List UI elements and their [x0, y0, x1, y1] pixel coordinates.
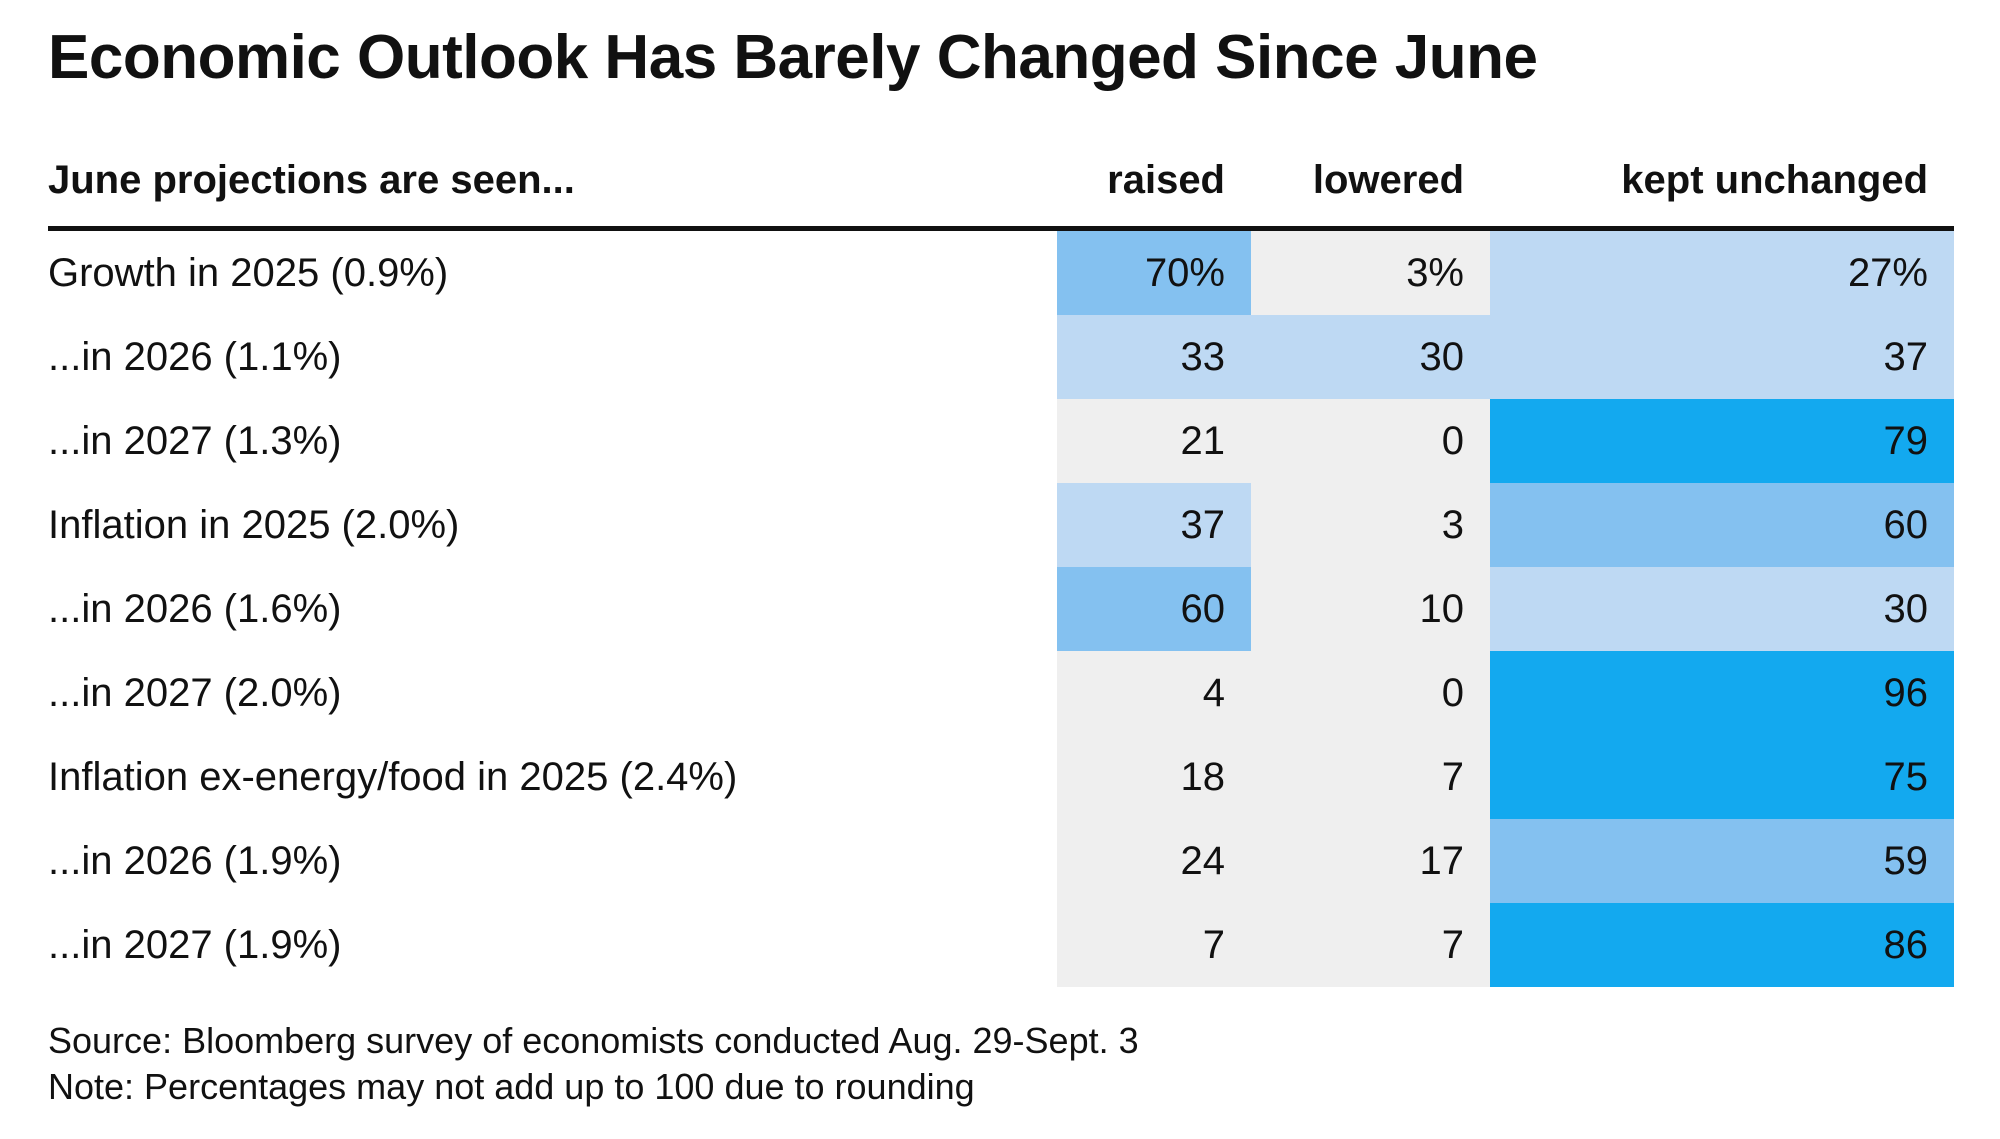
cell-kept-unchanged: 37 [1490, 315, 1954, 399]
row-label: ...in 2026 (1.9%) [48, 839, 342, 883]
cell-lowered: 7 [1251, 735, 1490, 819]
cell-raised: 24 [1057, 819, 1251, 903]
column-header-lowered: lowered [1312, 158, 1464, 202]
cell-kept-unchanged: 59 [1490, 819, 1954, 903]
cell-lowered: 0 [1251, 399, 1490, 483]
header-rule [48, 226, 1954, 231]
row-label: ...in 2026 (1.6%) [48, 587, 342, 631]
cell-raised: 4 [1057, 651, 1251, 735]
row-label: Inflation in 2025 (2.0%) [48, 503, 460, 547]
row-label: ...in 2027 (1.9%) [48, 923, 342, 967]
row-label: Inflation ex-energy/food in 2025 (2.4%) [48, 755, 738, 799]
cell-raised: 37 [1057, 483, 1251, 567]
cell-kept-unchanged: 75 [1490, 735, 1954, 819]
cell-raised: 60 [1057, 567, 1251, 651]
cell-kept-unchanged: 96 [1490, 651, 1954, 735]
cell-raised: 33 [1057, 315, 1251, 399]
row-label: Growth in 2025 (0.9%) [48, 251, 449, 295]
cell-kept-unchanged: 27% [1490, 231, 1954, 315]
cell-raised: 18 [1057, 735, 1251, 819]
cell-lowered: 10 [1251, 567, 1490, 651]
cell-lowered: 0 [1251, 651, 1490, 735]
cell-lowered: 17 [1251, 819, 1490, 903]
cell-raised: 70% [1057, 231, 1251, 315]
chart-title: Economic Outlook Has Barely Changed Sinc… [48, 23, 1538, 92]
cell-kept-unchanged: 30 [1490, 567, 1954, 651]
cell-kept-unchanged: 86 [1490, 903, 1954, 987]
rounding-note: Note: Percentages may not add up to 100 … [48, 1066, 975, 1107]
source-note: Source: Bloomberg survey of economists c… [48, 1020, 1139, 1061]
column-header-raised: raised [1107, 158, 1225, 202]
row-label: ...in 2027 (2.0%) [48, 671, 342, 715]
cell-raised: 21 [1057, 399, 1251, 483]
cell-lowered: 30 [1251, 315, 1490, 399]
row-label: ...in 2026 (1.1%) [48, 335, 342, 379]
column-header-kept-unchanged: kept unchanged [1621, 158, 1928, 202]
row-label: ...in 2027 (1.3%) [48, 419, 342, 463]
cell-kept-unchanged: 60 [1490, 483, 1954, 567]
cell-lowered: 3% [1251, 231, 1490, 315]
cell-raised: 7 [1057, 903, 1251, 987]
cell-lowered: 7 [1251, 903, 1490, 987]
cell-lowered: 3 [1251, 483, 1490, 567]
cell-kept-unchanged: 79 [1490, 399, 1954, 483]
row-header-label: June projections are seen... [48, 158, 575, 202]
